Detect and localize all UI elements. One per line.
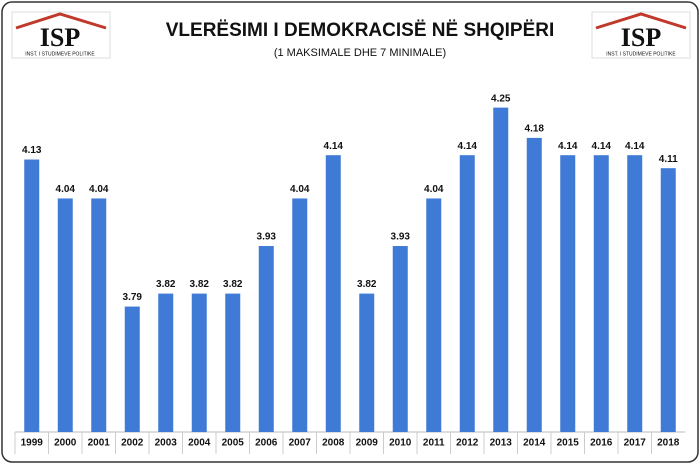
logo-tagline: INST. I STUDIMEVE POLITIKE xyxy=(25,51,95,57)
x-tick-label: 2004 xyxy=(188,438,211,449)
value-label: 3.82 xyxy=(156,279,176,290)
bar xyxy=(392,246,408,432)
logo-name: ISP xyxy=(40,23,81,52)
x-tick-label: 2001 xyxy=(88,438,111,449)
logo-roof xyxy=(595,12,687,30)
bar xyxy=(91,198,107,432)
x-tick-label: 2011 xyxy=(423,438,445,449)
bar xyxy=(560,155,576,432)
value-label: 3.79 xyxy=(123,292,143,303)
x-tick-label: 2012 xyxy=(456,438,479,449)
value-label: 4.14 xyxy=(558,141,578,152)
chart-title: VLERËSIMI I DEMOKRACISË NË SHQIPËRI xyxy=(166,20,555,41)
logo-box xyxy=(591,11,691,59)
value-label: 4.25 xyxy=(491,93,511,104)
x-tick-label: 2016 xyxy=(590,438,613,449)
bar xyxy=(493,107,509,432)
x-tick-label: 2008 xyxy=(322,438,345,449)
bar xyxy=(526,137,542,432)
logo-name: ISP xyxy=(621,23,662,52)
value-label: 4.04 xyxy=(290,184,310,195)
bar xyxy=(258,246,274,432)
value-label: 4.04 xyxy=(56,184,76,195)
value-label: 4.04 xyxy=(424,184,444,195)
value-label: 3.82 xyxy=(190,279,210,290)
x-tick-label: 2003 xyxy=(155,438,178,449)
value-label: 4.14 xyxy=(324,141,344,152)
x-tick-label: 2006 xyxy=(255,438,278,449)
bar xyxy=(225,293,241,432)
value-label: 3.82 xyxy=(357,279,377,290)
x-tick-label: 2017 xyxy=(624,438,647,449)
bar xyxy=(292,198,308,432)
x-tick-label: 2009 xyxy=(356,438,379,449)
logo-roof xyxy=(15,12,107,30)
bar xyxy=(325,155,341,432)
value-label: 4.11 xyxy=(659,154,678,165)
value-label: 3.93 xyxy=(391,232,411,243)
bar xyxy=(124,306,140,432)
bar xyxy=(359,293,375,432)
bar xyxy=(426,198,442,432)
logo-right: ISP INST. I STUDIMEVE POLITIKE xyxy=(591,11,691,59)
bar xyxy=(627,155,643,432)
value-label: 4.14 xyxy=(592,141,612,152)
x-tick-label: 2000 xyxy=(54,438,77,449)
x-tick-label: 2018 xyxy=(657,438,680,449)
value-label: 4.13 xyxy=(22,145,42,156)
value-label: 3.93 xyxy=(257,232,277,243)
chart-subtitle: (1 MAKSIMALE DHE 7 MINIMALE) xyxy=(274,47,446,59)
bar xyxy=(24,159,40,432)
x-tick-label: 2007 xyxy=(289,438,312,449)
bar xyxy=(660,168,676,433)
bar xyxy=(459,155,475,432)
logo-tagline: INST. I STUDIMEVE POLITIKE xyxy=(606,51,676,57)
bar xyxy=(593,155,609,432)
value-label: 4.04 xyxy=(89,184,109,195)
x-tick-label: 2015 xyxy=(557,438,580,449)
bar xyxy=(191,293,207,432)
x-tick-label: 2002 xyxy=(121,438,144,449)
x-tick-label: 2013 xyxy=(490,438,513,449)
value-label: 4.14 xyxy=(625,141,645,152)
logo-left: ISP INST. I STUDIMEVE POLITIKE xyxy=(11,11,111,59)
x-tick-label: 1999 xyxy=(21,438,44,449)
value-label: 3.82 xyxy=(223,279,243,290)
value-label: 4.18 xyxy=(525,124,545,135)
bar xyxy=(158,293,174,432)
x-tick-label: 2010 xyxy=(389,438,412,449)
x-tick-label: 2014 xyxy=(523,438,546,449)
x-tick-label: 2005 xyxy=(222,438,245,449)
logo-box xyxy=(11,11,111,59)
value-label: 4.14 xyxy=(458,141,478,152)
bar xyxy=(57,198,73,432)
